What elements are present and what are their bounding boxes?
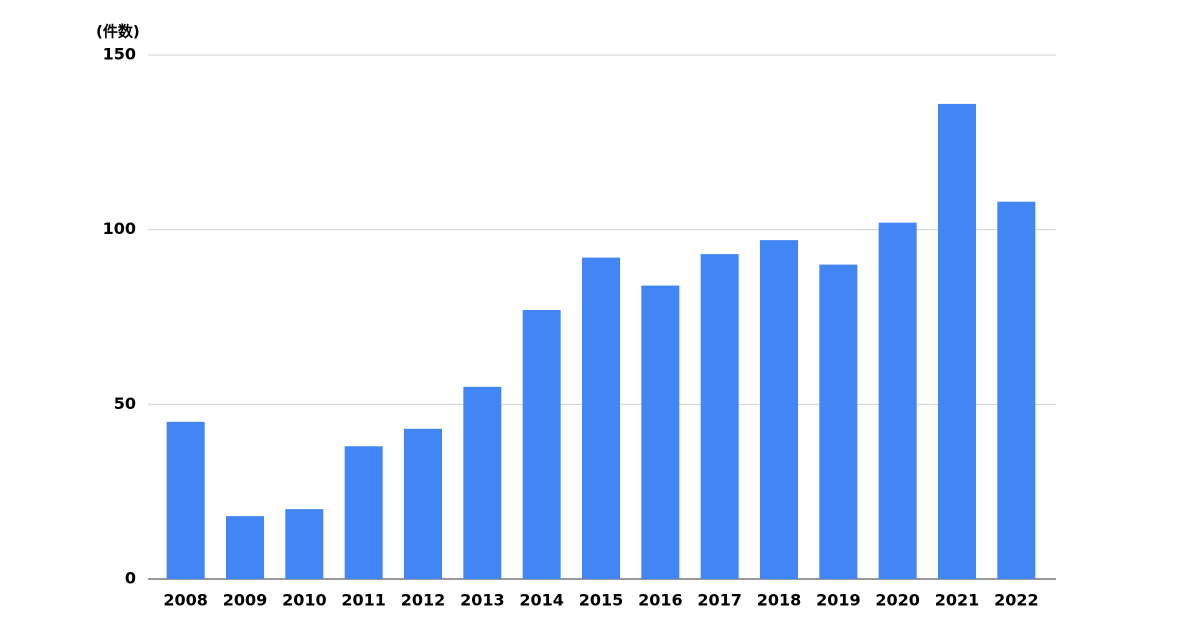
x-tick-label: 2019 [816, 591, 861, 610]
x-tick-label: 2017 [697, 591, 742, 610]
y-tick-label: 150 [103, 45, 136, 64]
bar [700, 254, 739, 579]
bar [760, 240, 798, 579]
x-tick-label: 2011 [341, 591, 386, 610]
x-tick-label: 2015 [579, 591, 624, 610]
bar [522, 310, 561, 579]
x-tick-label: 2013 [460, 591, 505, 610]
bar [344, 446, 383, 579]
x-tick-label: 2021 [935, 591, 980, 610]
bar [997, 201, 1036, 579]
y-axis-label: (件数) [96, 23, 140, 41]
x-tick-label: 2009 [223, 591, 268, 610]
bar [285, 509, 324, 579]
bar [226, 516, 264, 579]
y-tick-label: 0 [125, 569, 136, 588]
x-tick-label: 2014 [519, 591, 564, 610]
y-tick-label: 100 [103, 219, 136, 238]
y-tick-label: 50 [114, 394, 136, 413]
x-tick-label: 2018 [757, 591, 802, 610]
bar [166, 421, 205, 579]
x-tick-label: 2010 [282, 591, 327, 610]
x-tick-label: 2020 [875, 591, 920, 610]
bar [641, 285, 680, 579]
bar [463, 386, 502, 579]
x-tick-label: 2022 [994, 591, 1039, 610]
x-tick-label: 2016 [638, 591, 683, 610]
bar [819, 264, 858, 579]
bar [404, 428, 442, 579]
x-tick-label: 2008 [163, 591, 208, 610]
bar [938, 103, 976, 579]
x-tick-label: 2012 [401, 591, 446, 610]
bar [582, 257, 620, 579]
bar [878, 222, 917, 579]
